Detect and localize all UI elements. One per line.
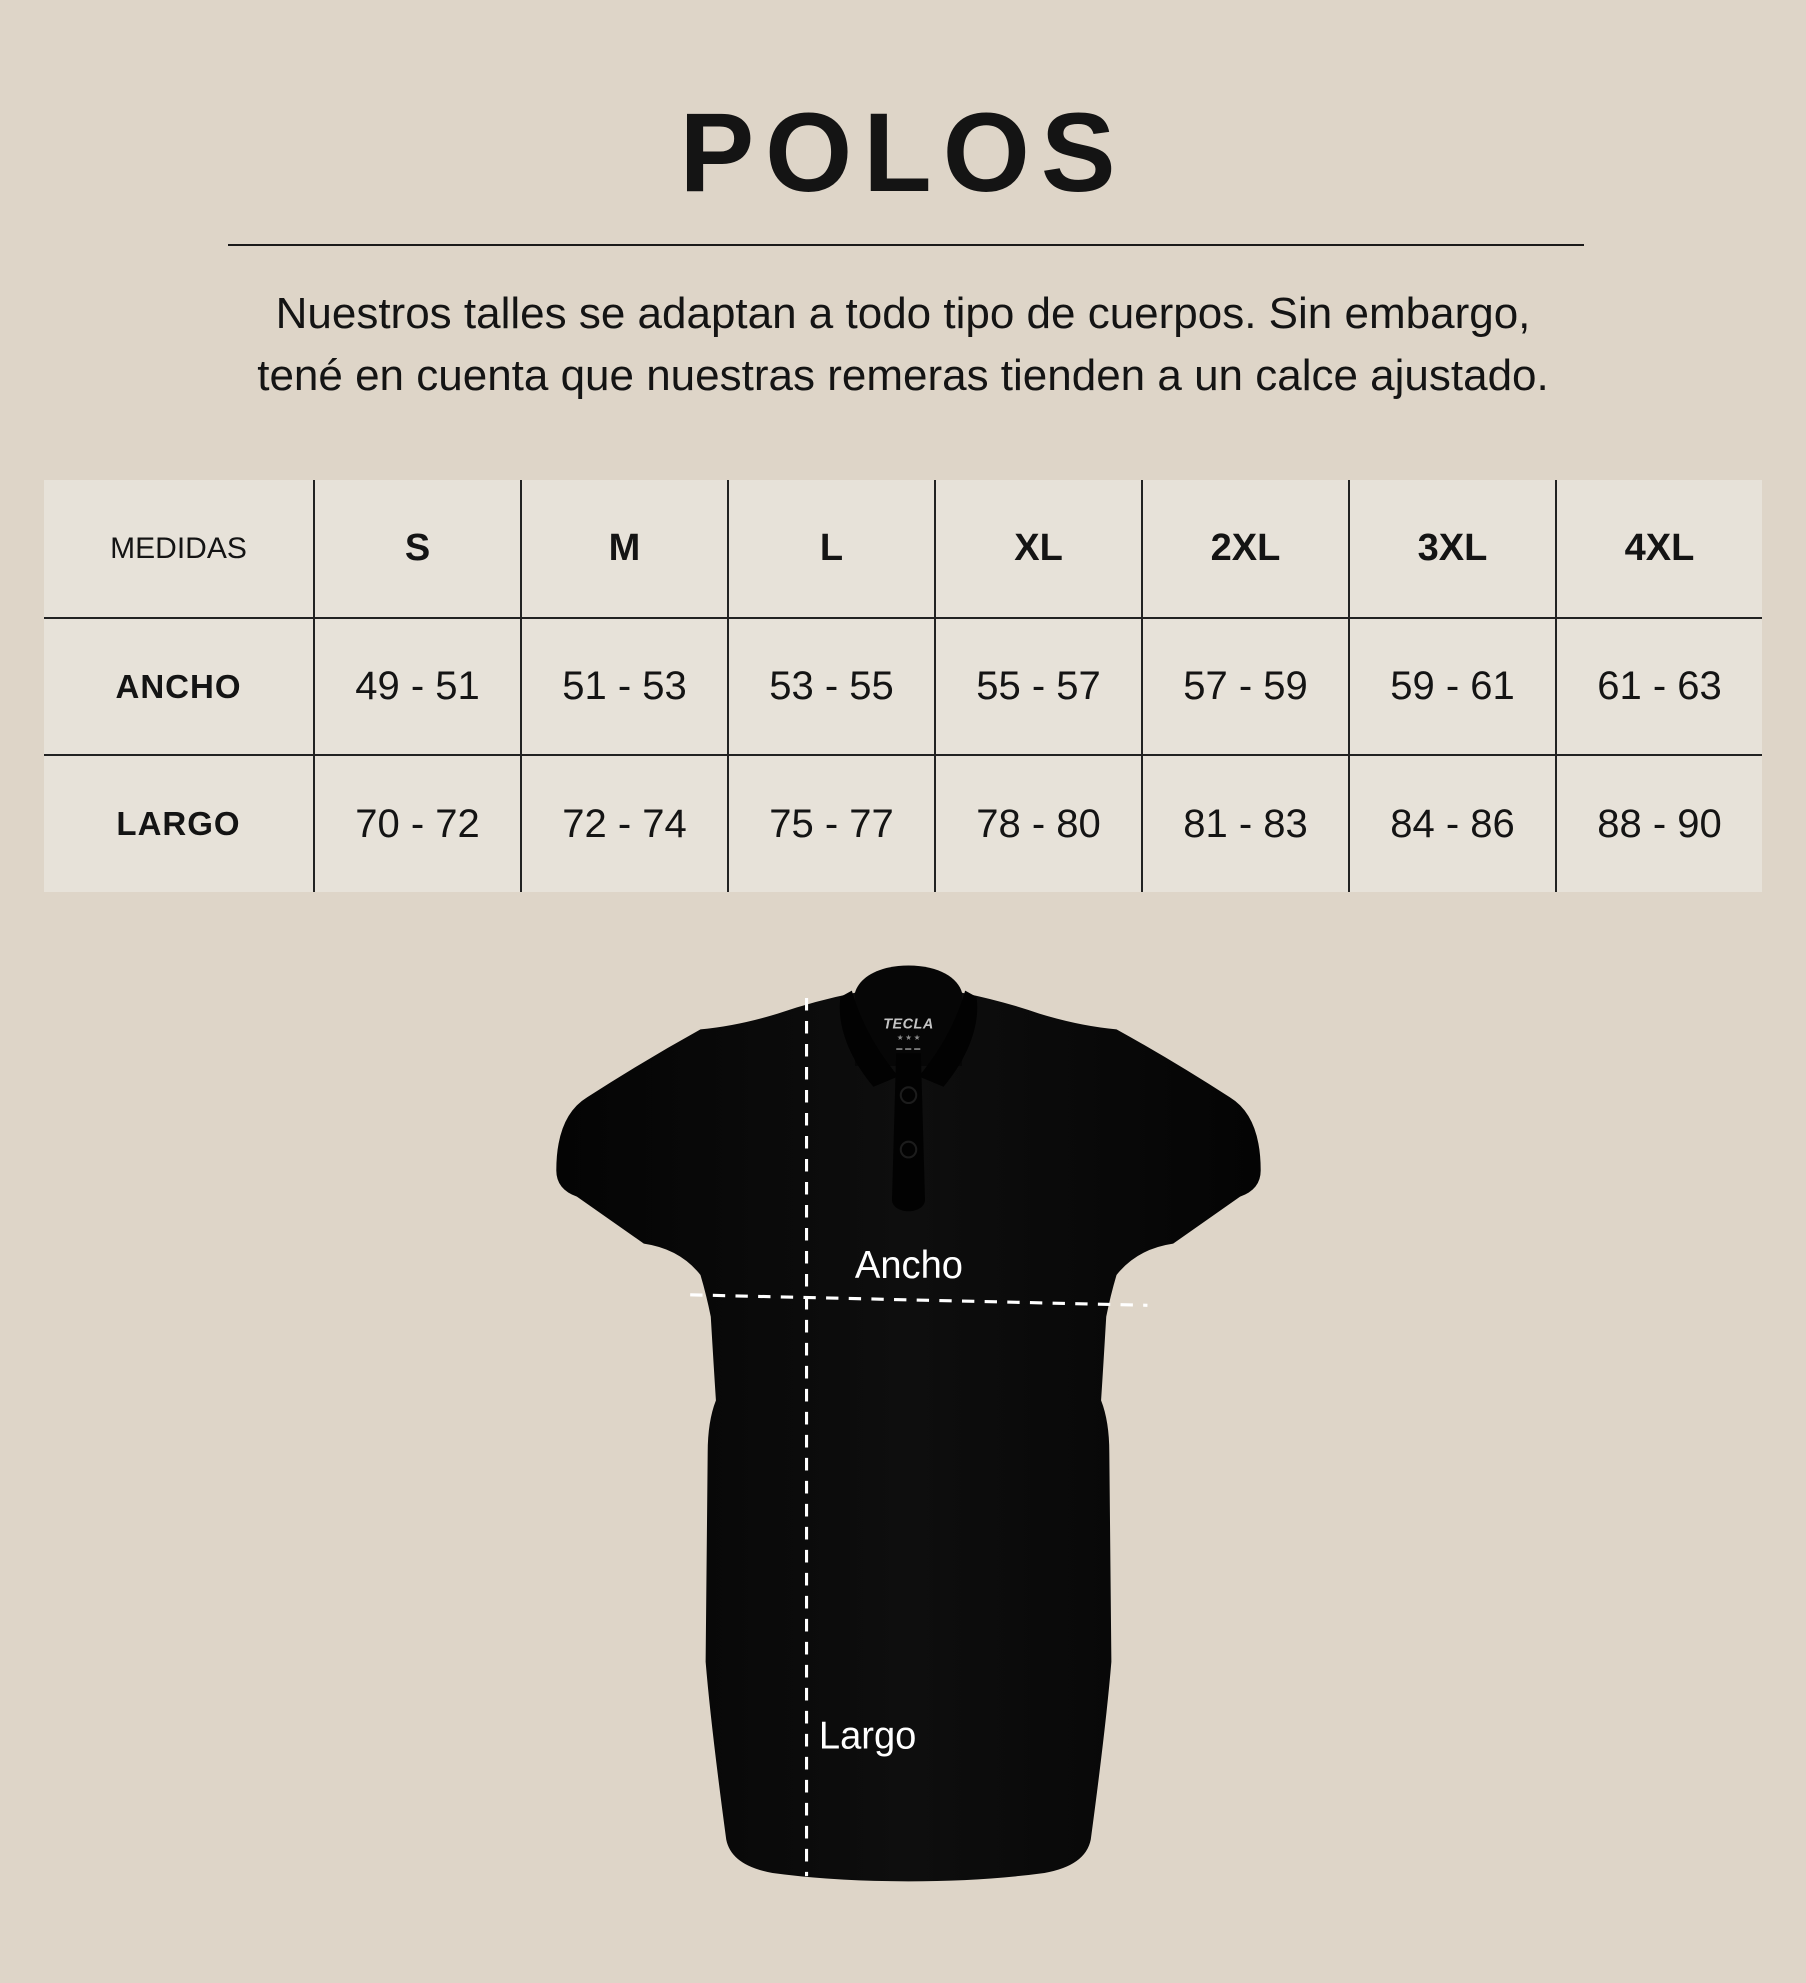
svg-text:Ancho: Ancho: [855, 1244, 963, 1287]
svg-text:★ ★ ★: ★ ★ ★: [897, 1033, 920, 1042]
svg-text:TECLA: TECLA: [883, 1016, 934, 1032]
svg-text:Largo: Largo: [819, 1714, 916, 1757]
svg-text:▬ ▬ ▬: ▬ ▬ ▬: [896, 1045, 921, 1052]
